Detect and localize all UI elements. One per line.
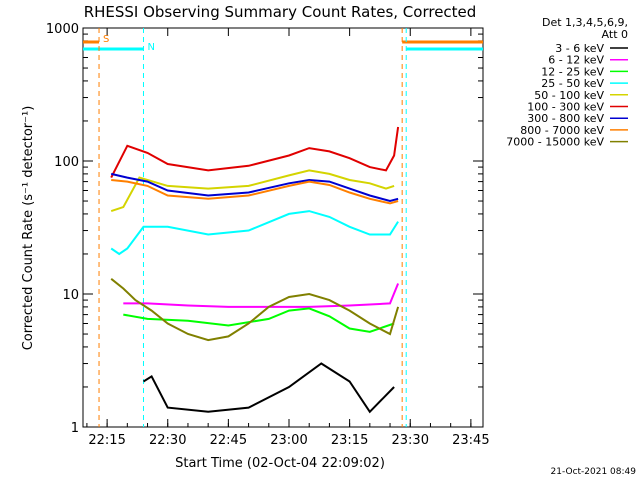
flag-s-label: S (103, 34, 109, 45)
legend-entry: 300 - 800 keV (527, 112, 604, 125)
series-line-4 (110, 169, 395, 213)
y-tick-label: 100 (54, 155, 79, 170)
flag-n-label: N (147, 42, 154, 53)
x-tick-label: 23:00 (270, 433, 307, 448)
legend-entry: 3 - 6 keV (555, 42, 604, 55)
x-tick-label: 22:15 (88, 433, 125, 448)
legend-entry: 800 - 7000 keV (520, 124, 604, 137)
series-layer (110, 126, 400, 414)
legend-entry: 7000 - 15000 keV (506, 136, 604, 149)
series-line-1 (123, 283, 400, 308)
legend-entry: 100 - 300 keV (527, 101, 604, 114)
legend-entry: 50 - 100 keV (534, 89, 604, 102)
series-line-5 (110, 126, 400, 179)
y-tick-label: 1 (71, 421, 79, 436)
x-tick-label: 22:30 (149, 433, 186, 448)
legend-entry: 6 - 12 keV (548, 54, 604, 67)
series-line-7 (111, 179, 399, 205)
timestamp: 21-Oct-2021 08:49 (551, 467, 637, 477)
series-line-2 (123, 307, 395, 333)
x-tick-label: 23:45 (452, 433, 489, 448)
plot-border (82, 27, 484, 428)
x-tick-label: 23:15 (331, 433, 368, 448)
plot-frame (82, 27, 484, 428)
legend-header-line1: Det 1,3,4,5,6,9, (542, 16, 628, 29)
series-line-0 (142, 362, 395, 414)
x-tick-label: 22:45 (210, 433, 247, 448)
y-axis-title: Corrected Count Rate (s⁻¹ detector⁻¹) (21, 106, 36, 351)
observing-flags: SN (83, 28, 483, 427)
x-axis-title: Start Time (02-Oct-04 22:09:02) (175, 456, 385, 471)
legend-entry: 12 - 25 keV (541, 65, 604, 78)
legend-entry: 25 - 50 keV (541, 77, 604, 90)
axis-ticks: 22:15 22:30 22:45 23:00 23:15 23:30 23:45 1 10 10… (46, 22, 490, 448)
series-line-6 (110, 172, 399, 203)
y-tick-label: 10 (62, 288, 79, 303)
series-line-3 (110, 210, 399, 256)
y-tick-label: 1000 (46, 22, 79, 37)
series-line-8 (110, 278, 400, 342)
x-tick-label: 23:30 (392, 433, 429, 448)
chart-title: RHESSI Observing Summary Count Rates, Co… (84, 3, 477, 21)
legend-header-line2: Att 0 (602, 28, 628, 41)
